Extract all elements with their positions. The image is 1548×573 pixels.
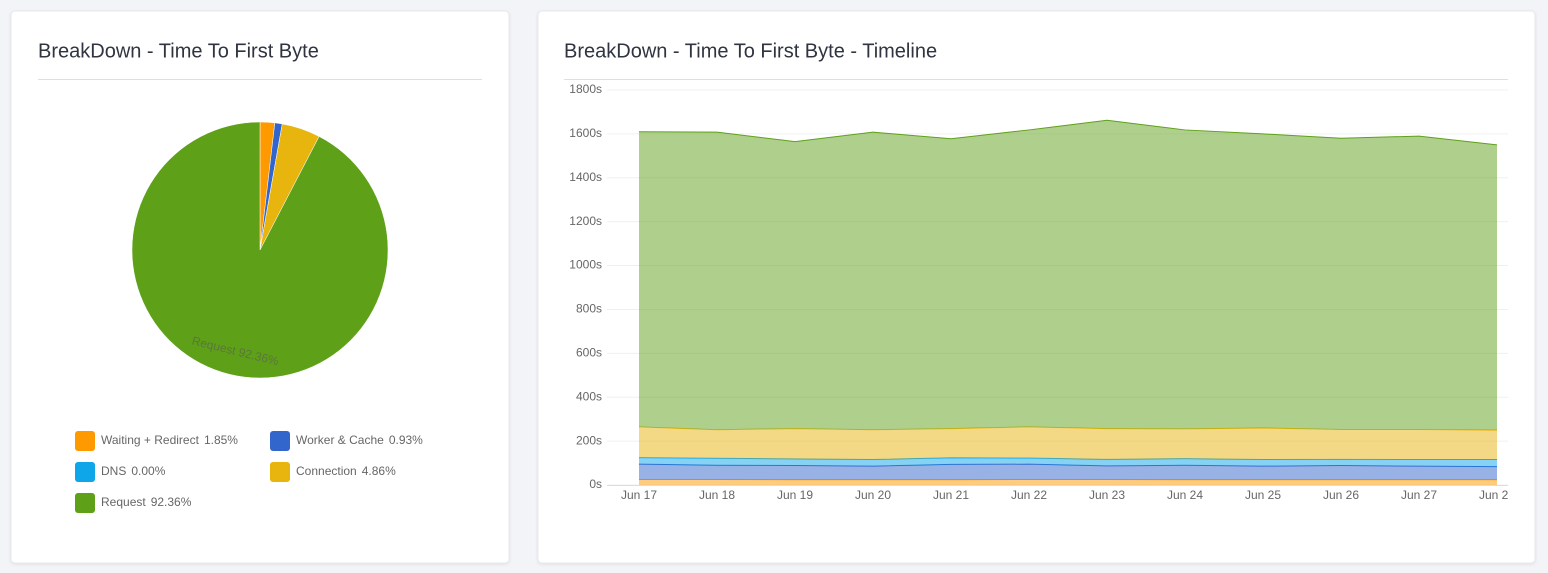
legend-label: DNS <box>101 464 126 478</box>
legend-value: 4.86% <box>362 464 396 478</box>
legend-swatch <box>270 431 290 451</box>
legend-swatch <box>75 431 95 451</box>
legend-swatch <box>270 462 290 482</box>
legend-label: Connection <box>296 464 357 478</box>
legend-swatch <box>75 493 95 513</box>
y-tick-label: 1400s <box>569 170 602 184</box>
x-tick-label: Jun 22 <box>1011 488 1047 502</box>
x-tick-label: Jun 28 <box>1479 488 1515 502</box>
legend-value: 0.93% <box>389 433 423 447</box>
y-tick-label: 1600s <box>569 126 602 140</box>
pie-chart: Request 92.36% Waiting + Redirect 1.85% Wor… <box>75 121 423 513</box>
y-tick-label: 200s <box>576 433 602 447</box>
x-tick-label: Jun 26 <box>1323 488 1359 502</box>
legend-value: 92.36% <box>151 495 192 509</box>
area-fill <box>639 120 1497 431</box>
x-tick-label: Jun 17 <box>621 488 657 502</box>
area-fill <box>639 479 1497 485</box>
x-tick-label: Jun 23 <box>1089 488 1125 502</box>
y-tick-label: 1000s <box>569 258 602 272</box>
card-title: BreakDown - Time To First Byte <box>38 40 319 62</box>
legend-value: 1.85% <box>204 433 238 447</box>
x-tick-label: Jun 25 <box>1245 488 1281 502</box>
x-tick-label: Jun 27 <box>1401 488 1437 502</box>
legend-swatch <box>75 462 95 482</box>
x-tick-label: Jun 20 <box>855 488 891 502</box>
y-tick-label: 800s <box>576 302 602 316</box>
x-axis: Jun 17 Jun 18 Jun 19 Jun 20 Jun 21 Jun 22 Jun … <box>621 488 1515 502</box>
area-line <box>638 119 1498 146</box>
legend-label: Request <box>101 495 146 509</box>
y-tick-label: 400s <box>576 389 602 403</box>
y-tick-label: 0s <box>589 477 602 491</box>
y-tick-label: 600s <box>576 346 602 360</box>
area-fill <box>639 426 1497 460</box>
area-fill <box>639 464 1497 480</box>
legend-value: 0.00% <box>131 464 165 478</box>
y-tick-label: 1200s <box>569 214 602 228</box>
x-tick-label: Jun 19 <box>777 488 813 502</box>
pie-slice <box>131 121 389 379</box>
y-tick-label: 1800s <box>569 82 602 96</box>
area-chart: 0s 200s 400s 600s 800s 1000s 1200s 1400s 1600s 18… <box>569 82 1508 491</box>
legend-label: Worker & Cache <box>296 433 384 447</box>
card-title: BreakDown - Time To First Byte - Timelin… <box>564 40 937 62</box>
x-tick-label: Jun 24 <box>1167 488 1203 502</box>
x-tick-label: Jun 18 <box>699 488 735 502</box>
legend-label: Waiting + Redirect <box>101 433 200 447</box>
x-tick-label: Jun 21 <box>933 488 969 502</box>
